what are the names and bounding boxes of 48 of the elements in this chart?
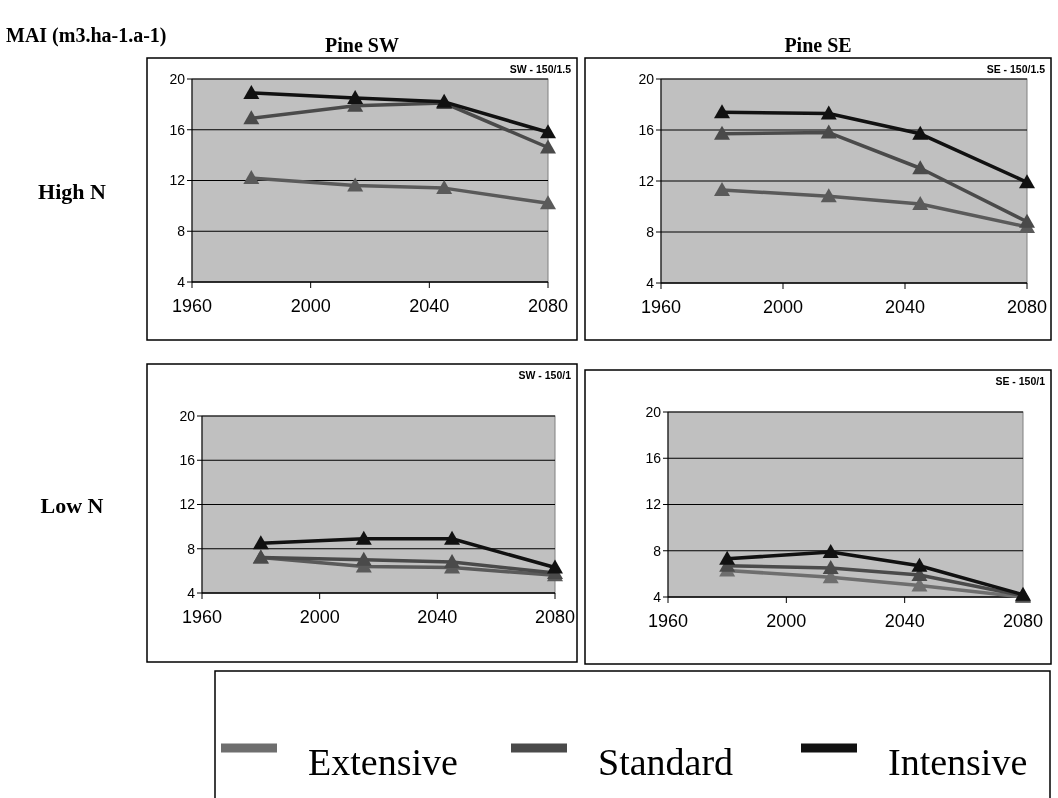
x-tick-label: 2080 [1002, 611, 1044, 631]
y-tick-label: 8 [653, 542, 662, 559]
y-tick-label: 20 [169, 70, 186, 87]
x-tick-label: 2000 [762, 297, 804, 317]
y-tick-label: 16 [179, 452, 196, 469]
chart-subtitle: SE - 150/1.5 [986, 63, 1046, 75]
x-tick-label: 2080 [1006, 297, 1048, 317]
y-tick-label: 4 [646, 274, 655, 291]
chart-subtitle: SW - 150/1 [518, 369, 572, 381]
y-tick-label: 8 [646, 223, 655, 240]
y-tick-label: 20 [179, 407, 196, 424]
chart-title: Pine SW [325, 34, 399, 56]
chart-subtitle: SE - 150/1 [995, 375, 1046, 387]
y-tick-label: 4 [187, 584, 196, 601]
y-tick-label: 20 [645, 403, 662, 420]
y-tick-label: 8 [177, 223, 186, 240]
y-tick-label: 12 [645, 496, 662, 513]
x-tick-label: 2000 [299, 607, 340, 627]
y-tick-label: 20 [638, 70, 655, 87]
x-tick-label: 2040 [884, 611, 925, 631]
y-tick-label: 16 [169, 121, 186, 138]
y-tick-label: 16 [638, 121, 655, 138]
chart-title: Pine SE [784, 34, 852, 56]
y-axis-title: High N [38, 179, 107, 204]
x-tick-label: 2000 [766, 611, 807, 631]
x-tick-label: 2040 [409, 296, 450, 316]
x-tick-label: 1960 [171, 296, 213, 316]
legend-label: Intensive [888, 741, 1028, 783]
legend-label: Extensive [308, 741, 458, 783]
y-axis-title: Low N [40, 493, 104, 518]
x-tick-label: 2040 [417, 607, 458, 627]
x-tick-label: 2040 [884, 297, 926, 317]
x-tick-label: 1960 [647, 611, 689, 631]
x-tick-label: 1960 [640, 297, 682, 317]
y-tick-label: 12 [169, 172, 186, 189]
y-tick-label: 12 [179, 496, 196, 513]
y-tick-label: 4 [177, 273, 186, 290]
y-tick-label: 16 [645, 450, 662, 467]
y-tick-label: 12 [638, 172, 655, 189]
x-tick-label: 2000 [290, 296, 331, 316]
y-tick-label: 8 [187, 540, 196, 557]
x-tick-label: 2080 [534, 607, 576, 627]
x-tick-label: 2080 [527, 296, 569, 316]
text: MAI (m3.ha-1.a-1) [6, 24, 167, 47]
chart-subtitle: SW - 150/1.5 [509, 63, 572, 75]
x-tick-label: 1960 [181, 607, 223, 627]
legend-label: Standard [598, 741, 734, 783]
y-tick-label: 4 [653, 588, 662, 605]
